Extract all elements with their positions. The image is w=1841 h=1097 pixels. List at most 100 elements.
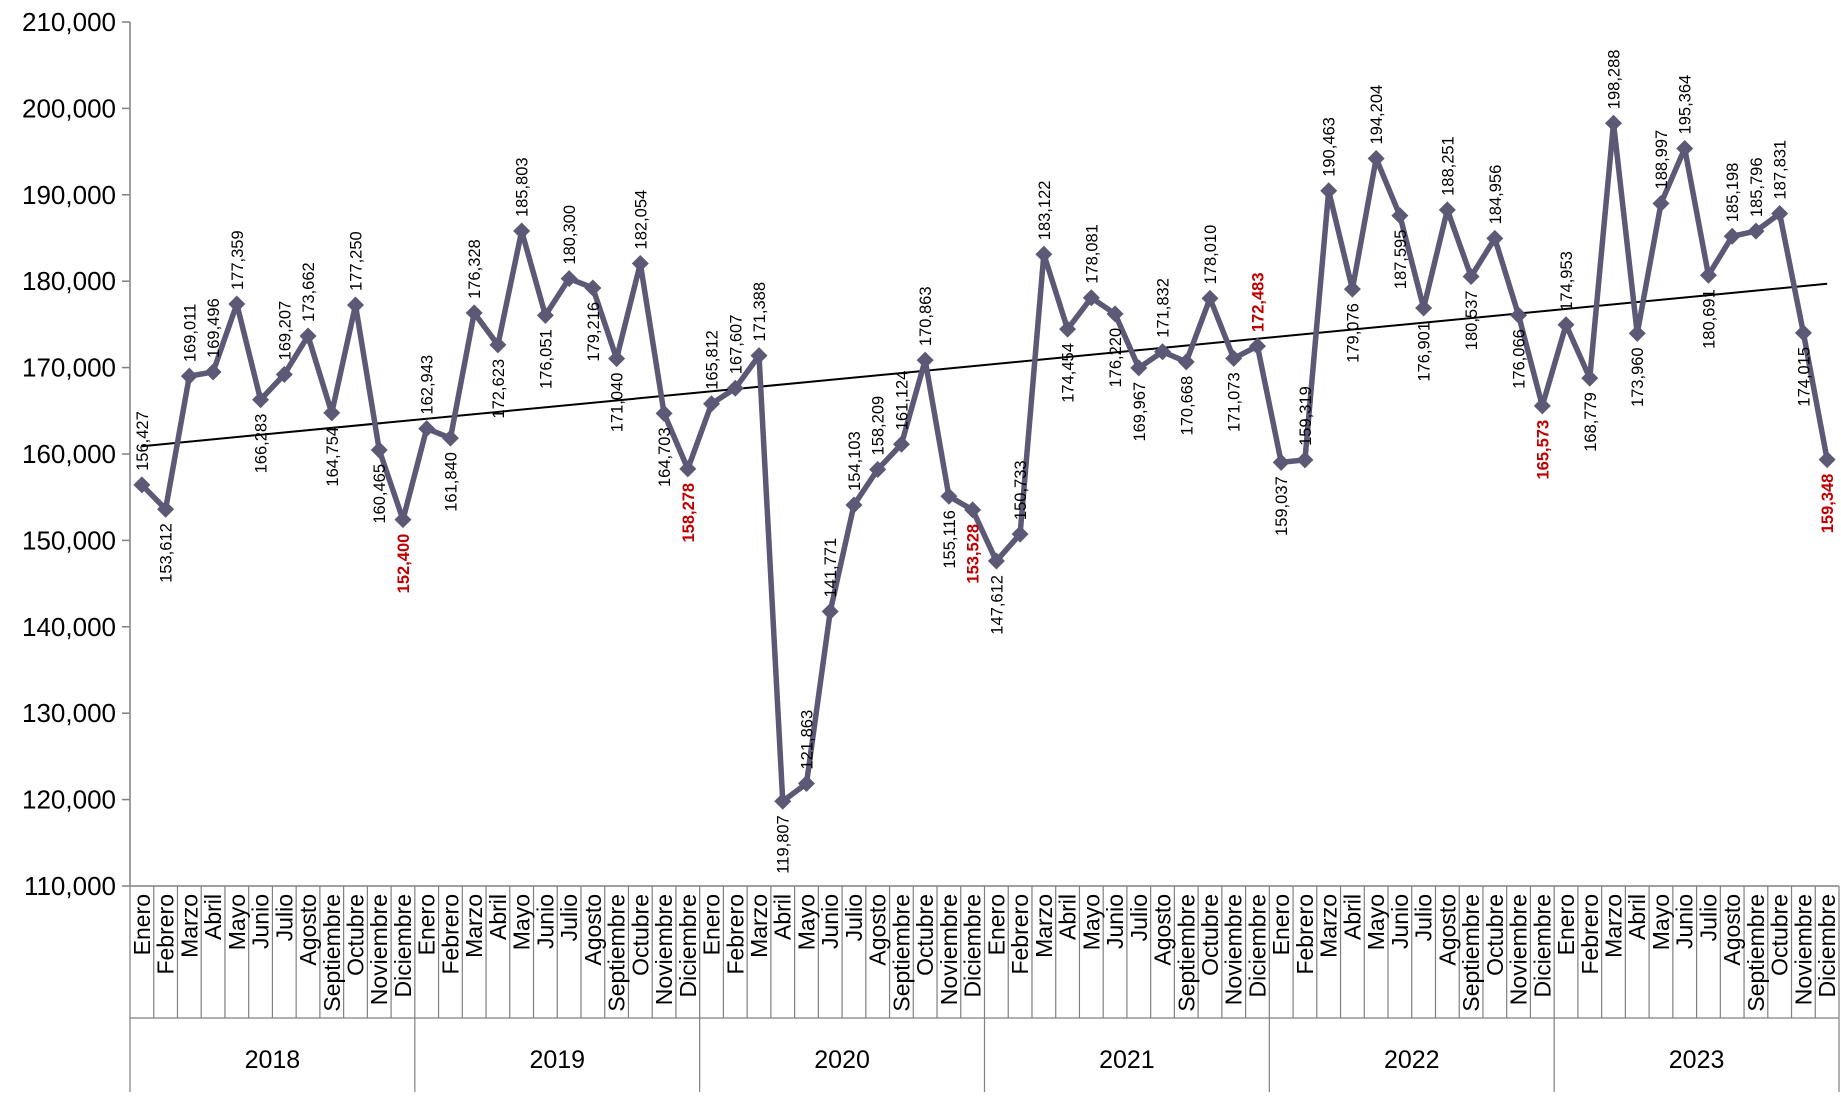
data-label: 165,573 <box>1534 420 1552 480</box>
data-label: 169,011 <box>181 304 199 362</box>
data-point <box>869 460 887 478</box>
data-point <box>1106 305 1124 323</box>
data-label: 176,066 <box>1511 329 1529 389</box>
data-label: 152,400 <box>395 534 413 594</box>
y-tick-label: 110,000 <box>24 871 116 901</box>
x-month-label: Febrero <box>1292 894 1318 975</box>
x-year-label: 2022 <box>1384 1046 1440 1074</box>
data-point <box>987 552 1005 570</box>
y-tick-label: 120,000 <box>22 785 116 815</box>
data-point <box>513 222 531 240</box>
x-year-label: 2021 <box>1099 1046 1155 1074</box>
data-point <box>726 379 744 397</box>
data-label: 171,832 <box>1155 278 1173 338</box>
data-point <box>560 270 578 288</box>
data-label: 160,465 <box>371 464 389 524</box>
x-month-label: Abril <box>1339 894 1365 940</box>
data-point <box>964 501 982 519</box>
data-point <box>275 365 293 383</box>
data-point <box>465 304 483 322</box>
data-label: 161,124 <box>893 371 911 431</box>
data-label: 180,537 <box>1463 291 1481 351</box>
trendline <box>141 282 1828 448</box>
x-month-label: Mayo <box>793 894 819 950</box>
x-month-label: Septiembre <box>1743 894 1769 1012</box>
data-point <box>679 460 697 478</box>
data-label: 164,754 <box>324 427 342 487</box>
x-month-label: Febrero <box>437 894 463 975</box>
data-point <box>1557 316 1575 334</box>
data-label: 187,595 <box>1392 230 1410 290</box>
data-point <box>1818 451 1836 469</box>
x-month-label: Agosto <box>1150 894 1176 966</box>
x-month-label: Agosto <box>865 894 891 966</box>
data-label: 174,015 <box>1795 347 1813 407</box>
data-point <box>1154 343 1172 361</box>
data-label: 121,863 <box>798 710 816 770</box>
x-month-label: Noviembre <box>651 894 677 1005</box>
data-label: 176,220 <box>1107 328 1125 388</box>
data-label: 162,943 <box>419 355 437 415</box>
data-label: 154,103 <box>846 431 864 491</box>
data-point <box>1367 149 1385 167</box>
x-month-label: Enero <box>414 894 440 955</box>
data-point <box>1438 201 1456 219</box>
data-point <box>1486 229 1504 247</box>
x-month-label: Junio <box>1672 894 1698 949</box>
x-month-label: Octubre <box>912 894 938 976</box>
data-point <box>1747 222 1765 240</box>
data-point <box>1794 324 1812 342</box>
data-point <box>1059 320 1077 338</box>
x-month-label: Noviembre <box>936 894 962 1005</box>
data-point <box>204 363 222 381</box>
x-month-label: Noviembre <box>1790 894 1816 1005</box>
x-year-label: 2023 <box>1669 1046 1725 1074</box>
data-point <box>536 306 554 324</box>
x-year-label: 2019 <box>529 1046 585 1074</box>
x-month-label: Noviembre <box>1221 894 1247 1005</box>
x-month-label: Enero <box>699 894 725 955</box>
data-label: 161,840 <box>442 452 460 512</box>
x-month-label: Septiembre <box>1173 894 1199 1012</box>
data-point <box>346 296 364 314</box>
data-point <box>1272 453 1290 471</box>
x-month-label: Julio <box>271 894 297 941</box>
data-point <box>1462 268 1480 286</box>
x-month-label: Agosto <box>580 894 606 966</box>
data-point <box>1699 266 1717 284</box>
data-label: 159,037 <box>1273 476 1291 536</box>
data-point <box>418 420 436 438</box>
y-tick-label: 210,000 <box>22 7 116 37</box>
data-label: 158,209 <box>870 396 888 456</box>
series-line <box>139 120 1830 805</box>
data-point <box>441 429 459 447</box>
x-month-label: Julio <box>841 894 867 941</box>
data-point <box>1248 337 1266 355</box>
data-point <box>845 496 863 514</box>
x-month-label: Octubre <box>1767 894 1793 976</box>
x-month-label: Junio <box>817 894 843 949</box>
data-label: 182,054 <box>632 190 650 250</box>
data-point <box>1082 289 1100 307</box>
data-point <box>774 792 792 810</box>
x-month-label: Julio <box>1695 894 1721 941</box>
data-label: 119,807 <box>775 815 793 873</box>
data-label: 166,283 <box>253 414 271 474</box>
x-month-label: Mayo <box>1363 894 1389 950</box>
data-point <box>797 775 815 793</box>
x-month-label: Octubre <box>627 894 653 976</box>
data-label: 169,207 <box>276 301 294 361</box>
data-label: 159,319 <box>1297 386 1315 446</box>
x-month-label: Octubre <box>1482 894 1508 976</box>
x-month-label: Marzo <box>746 894 772 958</box>
x-month-label: Diciembre <box>1529 894 1555 998</box>
data-label: 155,116 <box>941 510 959 568</box>
data-point <box>631 254 649 272</box>
data-label: 169,496 <box>205 298 223 358</box>
data-point <box>1581 369 1599 387</box>
data-point <box>1296 451 1314 469</box>
x-month-label: Febrero <box>153 894 179 975</box>
data-point <box>1652 194 1670 212</box>
data-label: 179,216 <box>585 302 603 362</box>
